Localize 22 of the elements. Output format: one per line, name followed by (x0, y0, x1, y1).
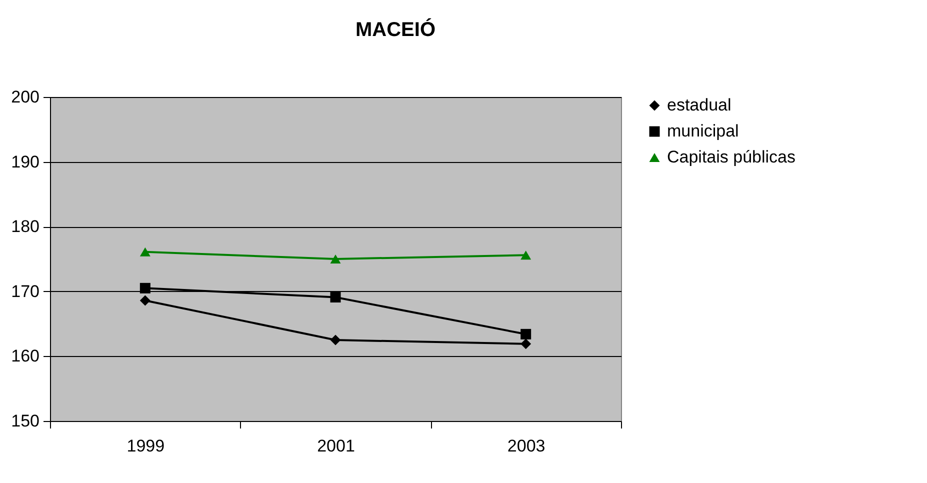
x-tick-label: 1999 (126, 436, 165, 456)
x-tick-label: 2003 (507, 436, 546, 456)
y-tick-label: 150 (11, 412, 40, 430)
point (140, 247, 150, 256)
legend-label: municipal (667, 122, 739, 140)
point (520, 250, 532, 260)
point (520, 328, 532, 340)
legend-label: estadual (667, 96, 732, 114)
point (140, 295, 150, 306)
legend-label: Capitais públicas (667, 148, 796, 166)
chart-title: MACEIÓ (356, 18, 436, 41)
y-tick-label: 190 (11, 152, 40, 172)
point (330, 254, 341, 264)
point (330, 334, 341, 346)
point (330, 292, 341, 302)
y-tick-label: 170 (11, 282, 40, 301)
y-tick-label: 160 (11, 346, 40, 366)
x-tick-label: 2001 (317, 436, 355, 456)
point (140, 282, 150, 294)
y-tick-label: 180 (11, 217, 40, 236)
y-tick-label: 200 (11, 88, 40, 106)
point (520, 338, 532, 350)
